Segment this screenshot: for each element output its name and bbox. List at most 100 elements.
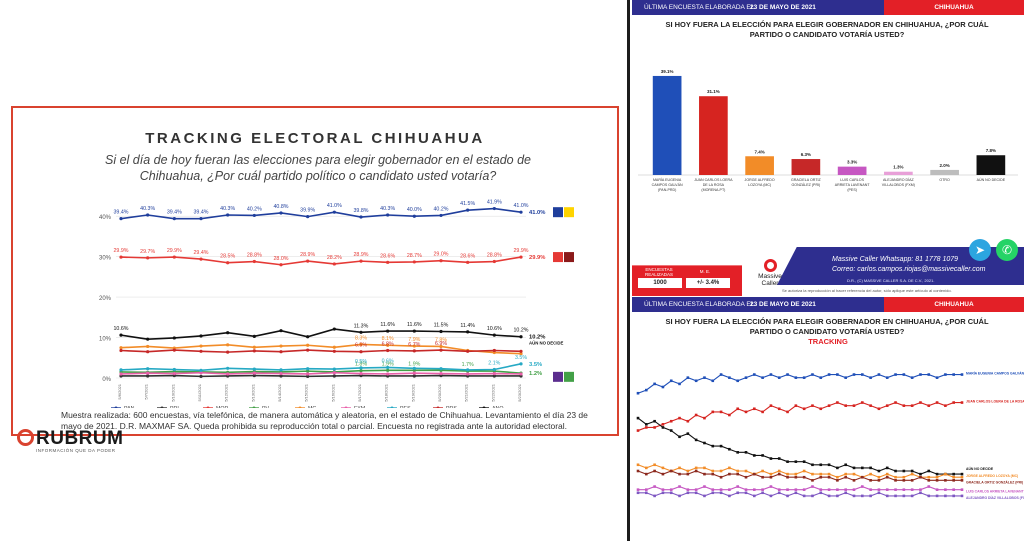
tracking-data-point bbox=[836, 466, 839, 470]
data-point-pes bbox=[412, 366, 416, 370]
tracking-data-point bbox=[944, 488, 947, 491]
tracking-data-point bbox=[952, 488, 955, 491]
tracking-data-point bbox=[819, 491, 823, 495]
party-logo-icon bbox=[564, 371, 574, 382]
legend-swatch-dot bbox=[482, 406, 486, 408]
data-point-pri bbox=[279, 374, 283, 378]
tracking-data-point bbox=[744, 491, 748, 495]
data-point-pan bbox=[306, 215, 310, 219]
tracking-data-point bbox=[794, 488, 798, 491]
tracking-data-point bbox=[728, 472, 731, 476]
end-value-label: 1.2% bbox=[529, 371, 542, 377]
legend-swatch-dot bbox=[160, 406, 164, 408]
tracking-data-point bbox=[711, 444, 715, 448]
tracking-data-point bbox=[769, 475, 773, 479]
tracking-data-point bbox=[761, 475, 764, 479]
whatsapp-icon[interactable]: ✆ bbox=[996, 239, 1018, 261]
data-label-pes: 0.6% bbox=[382, 358, 394, 364]
bar-category-label: JUAN CARLOS LOERA bbox=[694, 178, 733, 182]
tracking-data-point bbox=[669, 488, 673, 491]
tracking-data-point bbox=[686, 419, 690, 423]
massive-caller-brand: Massive Caller bbox=[758, 273, 782, 287]
tracking-data-point bbox=[844, 404, 847, 407]
bar-question: SI HOY FUERA LA ELECCIÓN PARA ELEGIR GOB… bbox=[665, 20, 989, 39]
tracking-data-point bbox=[694, 379, 698, 383]
tracking-data-point bbox=[653, 494, 656, 498]
data-point-prs bbox=[412, 349, 416, 353]
massive-caller-logo: Massive Caller bbox=[750, 259, 790, 291]
tracking-data-point bbox=[869, 376, 872, 379]
tracking-data-point bbox=[719, 410, 723, 414]
data-point-pes bbox=[226, 366, 230, 370]
party-logo-icon bbox=[553, 252, 563, 263]
tracking-data-point bbox=[802, 407, 806, 411]
data-point-ano bbox=[439, 329, 443, 334]
data-point-fxm bbox=[332, 371, 336, 375]
data-point-pes bbox=[519, 362, 523, 366]
data-label-ano: 11.5% bbox=[434, 322, 449, 328]
header-date-2: 23 DE MAYO DE 2021 bbox=[750, 301, 816, 308]
data-point-prs bbox=[146, 350, 150, 354]
bar-category-label: (PAN-PRD) bbox=[658, 188, 676, 192]
tracking-data-point bbox=[919, 472, 922, 476]
x-tick-label: 5/23/2021 bbox=[517, 383, 522, 402]
tracking-data-point bbox=[653, 463, 656, 467]
chart-question: Si el día de hoy fueran las elecciones p… bbox=[105, 153, 531, 183]
data-label-pan: 41.0% bbox=[513, 203, 528, 209]
tracking-data-point bbox=[703, 485, 706, 488]
tracking-data-point bbox=[661, 491, 665, 495]
series-line-mc bbox=[120, 343, 522, 355]
tracking-data-point bbox=[753, 488, 756, 491]
tracking-data-point bbox=[944, 479, 947, 482]
bar-category-label: ARRIETA LAVENANT bbox=[835, 183, 871, 187]
data-point-mor bbox=[466, 260, 470, 264]
tracking-data-point bbox=[819, 463, 823, 467]
data-label-pan: 41.5% bbox=[460, 201, 475, 207]
data-point-pes bbox=[252, 367, 256, 371]
telegram-icon[interactable]: ➤ bbox=[969, 239, 991, 261]
data-point-mc bbox=[519, 352, 523, 356]
tracking-series-line bbox=[637, 401, 962, 432]
data-point-pes bbox=[439, 367, 443, 371]
series-line-ano bbox=[120, 328, 522, 340]
data-point-pan bbox=[119, 217, 123, 221]
data-point-ano bbox=[412, 329, 416, 333]
x-tick-label: 5/21/2021 bbox=[464, 383, 469, 402]
tracking-data-point bbox=[669, 379, 673, 383]
legend-label: PRS bbox=[446, 406, 457, 408]
tracking-data-point bbox=[819, 472, 823, 476]
tracking-data-point bbox=[636, 429, 640, 432]
contact-email[interactable]: Correo: carlos.campos.riojas@massivecall… bbox=[832, 266, 986, 273]
tracking-data-point bbox=[728, 376, 731, 379]
data-point-fxm bbox=[119, 372, 123, 376]
tracking-data-point bbox=[861, 494, 864, 498]
data-point-mor bbox=[172, 255, 176, 259]
x-tick-label: 5/20/2021 bbox=[437, 383, 442, 402]
x-tick-label: 5/13/2021 bbox=[250, 383, 255, 402]
tracking-data-point bbox=[960, 475, 964, 479]
legend-swatch-dot bbox=[206, 406, 210, 408]
bar-value-label: 3.3% bbox=[847, 160, 857, 165]
tracking-data-point bbox=[736, 451, 739, 454]
tracking-data-point bbox=[661, 385, 665, 389]
tracking-data-point bbox=[786, 494, 789, 498]
data-point-mc bbox=[332, 345, 336, 349]
data-label-pes: 0.5% bbox=[355, 359, 367, 365]
data-point-pri bbox=[146, 374, 150, 378]
data-label-pan: 39.4% bbox=[113, 210, 128, 216]
party-logo-icon bbox=[564, 252, 574, 263]
data-point-mor bbox=[306, 259, 310, 263]
data-point-ano bbox=[199, 334, 203, 338]
tracking-data-point bbox=[811, 494, 814, 498]
legend-label: FXM bbox=[354, 406, 365, 408]
tracking-data-point bbox=[769, 373, 773, 376]
tracking-data-point bbox=[711, 488, 715, 491]
tracking-data-point bbox=[728, 488, 731, 491]
data-label-pan: 40.8% bbox=[273, 204, 288, 210]
tracking-data-point bbox=[769, 472, 773, 476]
data-point-pes bbox=[199, 368, 203, 372]
legend-label: ANO bbox=[492, 406, 503, 408]
tracking-data-point bbox=[844, 491, 847, 495]
tracking-data-point bbox=[678, 382, 681, 386]
tracking-data-point bbox=[794, 472, 798, 476]
